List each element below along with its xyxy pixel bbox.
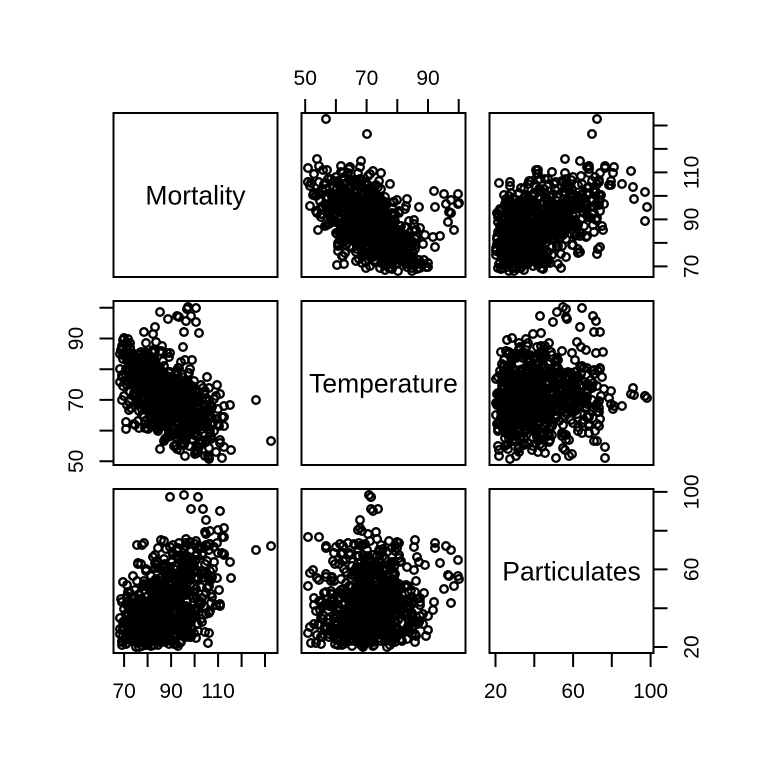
svg-text:100: 100 (681, 474, 704, 509)
svg-text:90: 90 (681, 208, 704, 231)
svg-text:50: 50 (65, 450, 88, 473)
svg-text:50: 50 (294, 67, 317, 90)
svg-text:70: 70 (355, 67, 378, 90)
svg-text:90: 90 (65, 327, 88, 350)
svg-text:110: 110 (201, 680, 234, 703)
svg-text:60: 60 (681, 558, 704, 581)
svg-text:70: 70 (681, 255, 704, 278)
svg-text:Particulates: Particulates (502, 556, 640, 586)
svg-text:20: 20 (681, 635, 704, 658)
svg-text:70: 70 (65, 388, 88, 411)
svg-text:110: 110 (681, 156, 704, 189)
svg-text:90: 90 (416, 67, 439, 90)
svg-text:Mortality: Mortality (145, 180, 246, 210)
svg-text:90: 90 (159, 680, 182, 703)
svg-text:100: 100 (633, 680, 668, 703)
svg-text:Temperature: Temperature (309, 368, 458, 398)
svg-text:60: 60 (561, 680, 584, 703)
svg-text:20: 20 (484, 680, 507, 703)
svg-text:70: 70 (112, 680, 135, 703)
